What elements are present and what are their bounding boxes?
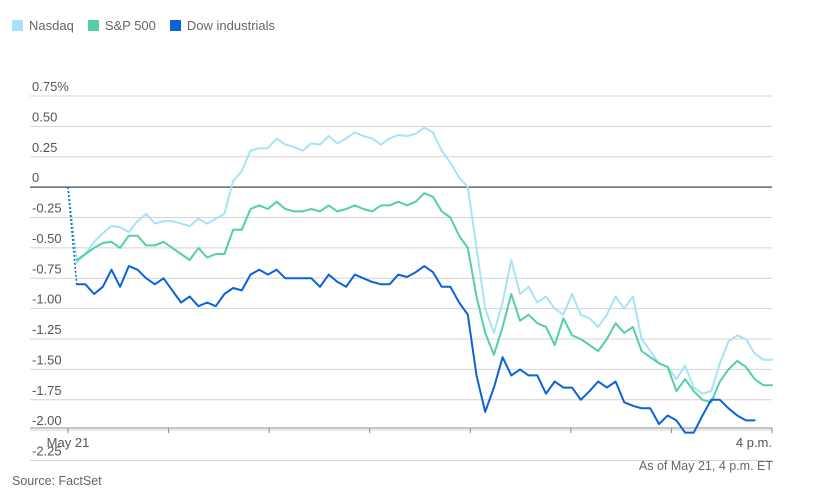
y-tick-label: -0.50	[32, 231, 62, 246]
series-start-dotted-line	[67, 187, 78, 285]
series-start-dotted-line	[67, 187, 78, 261]
legend-label-dow: Dow industrials	[186, 18, 276, 33]
y-tick-label: -1.00	[32, 292, 62, 307]
legend-label-nasdaq: Nasdaq	[29, 18, 74, 33]
y-tick-label: -1.50	[32, 352, 62, 367]
y-tick-label: 0.75%	[32, 79, 69, 94]
y-tick-label: -0.25	[32, 201, 62, 216]
series-line-s-p-500	[75, 192, 773, 404]
legend-item-sp500: S&P 500	[87, 18, 156, 33]
source-note: Source: FactSet	[12, 474, 102, 488]
x-tick-label: May 21	[47, 435, 90, 450]
x-tick-label: 4 p.m.	[736, 435, 772, 450]
series-line-nasdaq	[75, 126, 773, 395]
y-tick-label: 0.50	[32, 109, 57, 124]
y-tick-label: -1.25	[32, 322, 62, 337]
legend-item-dow: Dow industrials	[169, 18, 276, 33]
legend: Nasdaq S&P 500 Dow industrials	[12, 18, 275, 33]
y-tick-label: 0.25	[32, 140, 57, 155]
y-tick-label: 0	[32, 170, 39, 185]
y-tick-label: -1.75	[32, 383, 62, 398]
legend-item-nasdaq: Nasdaq	[12, 18, 74, 33]
legend-swatch-nasdaq	[12, 20, 23, 31]
y-tick-label: -0.75	[32, 261, 62, 276]
y-tick-label: -2.00	[32, 413, 62, 428]
series-line-dow-industrials	[75, 265, 756, 434]
legend-swatch-sp500	[87, 20, 99, 31]
legend-label-sp500: S&P 500	[104, 18, 156, 33]
as-of-note: As of May 21, 4 p.m. ET	[638, 459, 773, 473]
legend-swatch-dow	[169, 20, 181, 31]
y-tick-label: -2.25	[32, 444, 62, 459]
